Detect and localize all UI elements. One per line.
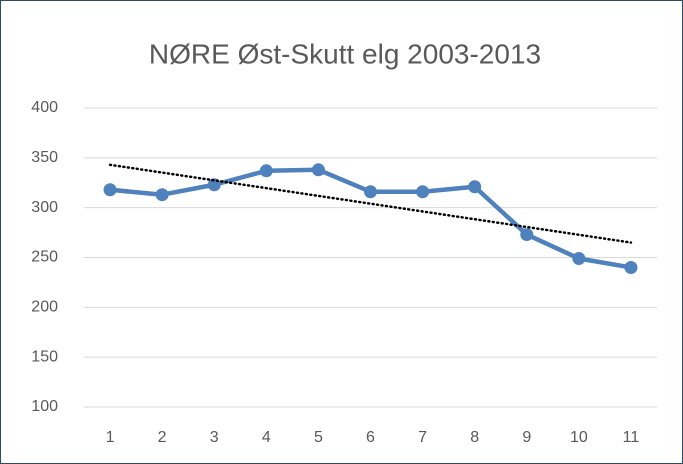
data-point bbox=[624, 260, 638, 274]
data-point bbox=[103, 183, 117, 197]
x-tick-label: 11 bbox=[623, 429, 640, 446]
y-tick-label: 250 bbox=[31, 249, 58, 266]
data-point bbox=[259, 164, 273, 178]
x-tick-label: 1 bbox=[106, 429, 115, 446]
chart-title: NØRE Øst-Skutt elg 2003-2013 bbox=[149, 38, 541, 69]
data-point bbox=[155, 188, 169, 202]
y-tick-label: 400 bbox=[31, 99, 58, 116]
y-tick-label: 300 bbox=[31, 199, 58, 216]
x-tick-label: 7 bbox=[418, 429, 427, 446]
x-tick-label: 9 bbox=[522, 429, 531, 446]
x-tick-label: 2 bbox=[158, 429, 167, 446]
x-tick-label: 4 bbox=[262, 429, 271, 446]
y-tick-label: 100 bbox=[31, 398, 58, 415]
x-tick-label: 3 bbox=[210, 429, 219, 446]
y-tick-label: 200 bbox=[31, 299, 58, 316]
x-tick-label: 5 bbox=[314, 429, 323, 446]
x-tick-label: 6 bbox=[366, 429, 375, 446]
y-tick-label: 350 bbox=[31, 149, 58, 166]
x-tick-label: 10 bbox=[570, 429, 588, 446]
x-tick-label: 8 bbox=[470, 429, 479, 446]
data-point bbox=[364, 185, 377, 199]
data-point bbox=[468, 180, 482, 194]
data-point bbox=[520, 228, 534, 242]
data-point bbox=[311, 163, 325, 177]
data-point bbox=[416, 185, 430, 199]
data-point bbox=[572, 251, 586, 265]
y-tick-label: 150 bbox=[31, 348, 58, 365]
